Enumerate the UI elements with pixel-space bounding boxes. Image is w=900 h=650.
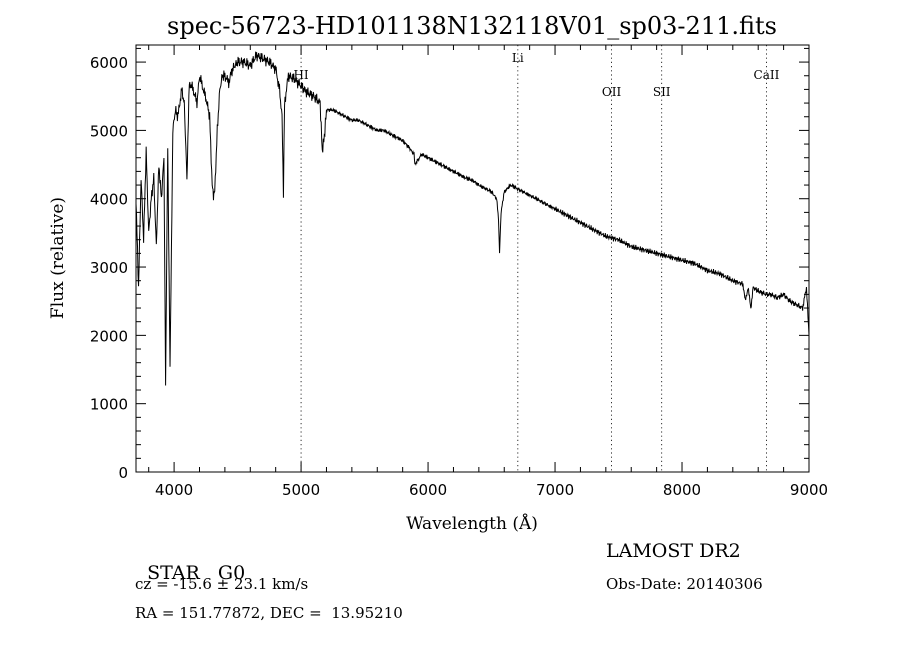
- object-subclass: G0: [217, 562, 246, 584]
- y-tick-label-0: 0: [118, 464, 128, 482]
- y-tick-label-1: 1000: [90, 396, 128, 414]
- x-tick-label-3: 7000: [536, 481, 574, 499]
- line-marker-label-1: Li: [512, 51, 524, 65]
- y-tick-label-2: 2000: [90, 327, 128, 345]
- spectrum-series-0: [135, 51, 810, 386]
- y-axis-label: Flux (relative): [48, 197, 68, 319]
- x-axis-label: Wavelength (Å): [406, 513, 538, 534]
- chart-title: spec-56723-HD101138N132118V01_sp03-211.f…: [167, 12, 777, 40]
- y-tick-label-5: 5000: [90, 122, 128, 140]
- plot-frame: [135, 44, 810, 473]
- coordinates-label: RA = 151.77872, DEC = 13.95210: [135, 604, 403, 622]
- x-tick-label-2: 6000: [409, 481, 447, 499]
- y-tick-label-3: 3000: [90, 259, 128, 277]
- x-tick-label-5: 9000: [790, 481, 828, 499]
- y-tick-label-6: 6000: [90, 54, 128, 72]
- line-marker-label-2: OII: [602, 85, 622, 99]
- line-marker-label-4: CaII: [754, 68, 780, 82]
- plot-layer: HI Li OII SII CaII: [135, 45, 810, 472]
- line-marker-label-3: SII: [653, 85, 671, 99]
- obs-date-label: Obs-Date: 20140306: [606, 575, 763, 593]
- y-tick-label-4: 4000: [90, 191, 128, 209]
- x-tick-label-1: 5000: [282, 481, 320, 499]
- survey-label: LAMOST DR2: [606, 540, 741, 562]
- object-class-label: STAR G0: [135, 540, 245, 584]
- x-tick-label-0: 4000: [155, 481, 193, 499]
- x-tick-label-4: 8000: [663, 481, 701, 499]
- redshift-label: cz = -15.6 ± 23.1 km/s: [135, 575, 309, 593]
- axes-layer: 4000 5000 6000 7000 8000 9000 0 1000 2000 3000 400…: [90, 44, 828, 499]
- object-class: STAR: [147, 562, 200, 584]
- line-marker-label-0: HI: [293, 68, 308, 82]
